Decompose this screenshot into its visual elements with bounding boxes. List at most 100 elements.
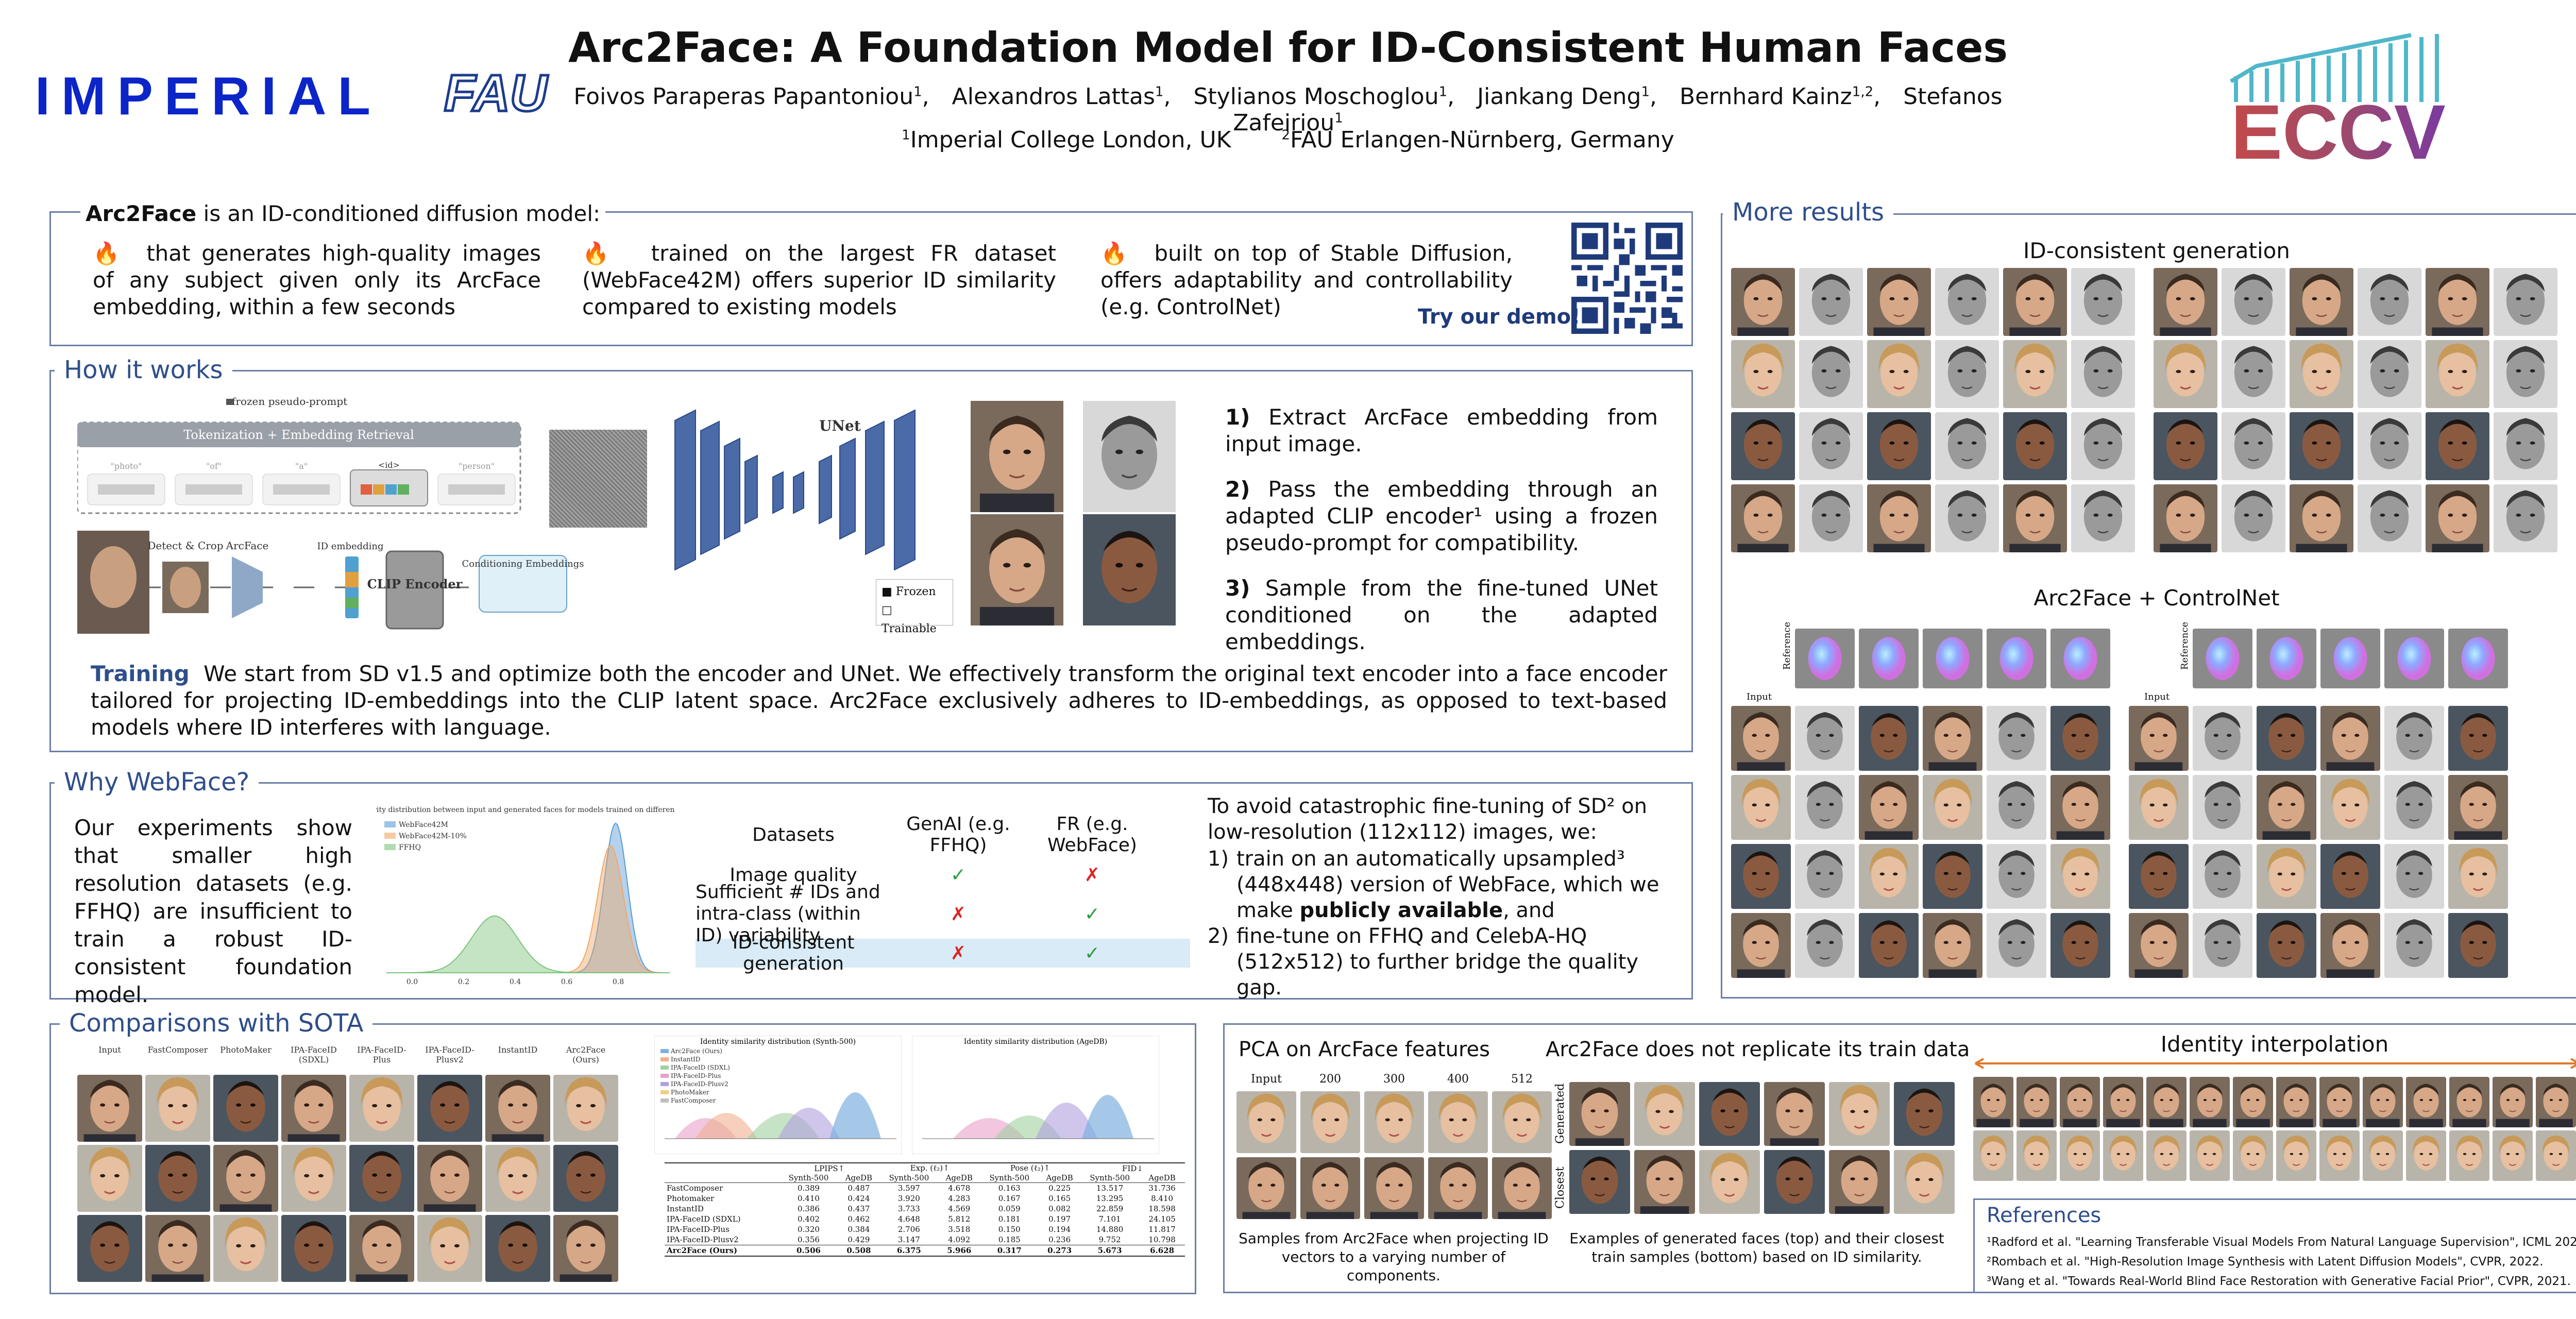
face-thumbnail — [1859, 706, 1919, 771]
face-thumbnail — [1859, 913, 1919, 978]
pipeline-diagram: frozen pseudo-prompt Tokenization + Embe… — [76, 392, 696, 639]
cross-icon: ✗ — [950, 903, 967, 925]
face-thumbnail — [1867, 340, 1931, 408]
table-cell: 4.283 — [948, 1194, 971, 1203]
interpolation-frame — [2406, 1077, 2446, 1127]
face-thumbnail — [1923, 706, 1982, 771]
face-thumbnail — [553, 1075, 618, 1142]
output-face — [962, 514, 1072, 625]
intro-point-2: 🔥 trained on the largest FR dataset (Web… — [582, 241, 1056, 319]
table-cell: 0.150 — [998, 1225, 1021, 1234]
sota-column-headers: Input FastComposer PhotoMaker IPA-FaceID (S… — [77, 1045, 634, 1076]
interpolation-face-grid — [1973, 1077, 2576, 1184]
table-cell: 0.163 — [998, 1183, 1021, 1193]
face-thumbnail — [2384, 913, 2444, 978]
face-thumbnail — [1935, 412, 1999, 480]
table-cell: 0.194 — [1048, 1225, 1071, 1234]
normal-map-thumbnail — [2193, 629, 2252, 688]
normal-map-thumbnail — [1859, 629, 1919, 688]
face-thumbnail — [349, 1145, 414, 1212]
interpolation-frame — [2103, 1130, 2143, 1181]
face-thumbnail — [1300, 1091, 1360, 1153]
face-thumbnail — [1799, 484, 1863, 552]
face-thumbnail — [485, 1075, 550, 1142]
table-cell: 3.147 — [897, 1235, 920, 1244]
interpolation-arrow — [1973, 1057, 2576, 1070]
metric-sub-header: Synth-500 — [889, 1173, 929, 1182]
sota-legend-item: InstantID — [660, 1055, 730, 1063]
replicate-row-generated: Generated — [1554, 1083, 1567, 1144]
face-thumbnail — [1492, 1091, 1552, 1153]
face-thumbnail — [1859, 775, 1919, 840]
face-thumbnail — [1731, 484, 1795, 552]
table-cell: InstantID — [667, 1204, 704, 1213]
reference-item: ³Wang et al. "Towards Real-World Blind F… — [1987, 1275, 2571, 1288]
face-thumbnail — [2320, 913, 2380, 978]
face-thumbnail — [2154, 340, 2217, 408]
face-thumbnail — [2384, 844, 2444, 909]
face-thumbnail — [417, 1075, 482, 1142]
face-thumbnail — [1300, 1157, 1360, 1219]
th-genai: GenAI (e.g. FFHQ) — [906, 814, 1010, 856]
face-thumbnail — [2222, 268, 2285, 336]
face-thumbnail — [1428, 1157, 1488, 1219]
table-cell: 24.105 — [1148, 1214, 1176, 1224]
table-cell: 10.798 — [1148, 1235, 1176, 1244]
face-thumbnail — [1894, 1150, 1955, 1214]
how-box — [49, 370, 1693, 752]
table-cell: 0.356 — [797, 1235, 820, 1244]
sota-column-label: IPA-FaceID-Plusv2 — [425, 1045, 474, 1064]
token-photo: "photo" — [111, 461, 142, 471]
face-thumbnail — [2448, 844, 2508, 909]
face-thumbnail — [2129, 844, 2189, 909]
sota-legend-item: FastComposer — [660, 1096, 730, 1105]
metric-sub-header: AgeDB — [1046, 1173, 1073, 1182]
face-thumbnail — [1829, 1150, 1890, 1214]
face-thumbnail — [2129, 775, 2189, 840]
face-thumbnail — [417, 1145, 482, 1212]
fire-icon: 🔥 — [93, 241, 124, 266]
plot-title: Identity similarity distribution (Synth-… — [700, 1038, 856, 1046]
table-row: IPA-FaceID-Plusv2 0.356 0.429 3.147 4.092 0.1… — [665, 1235, 1185, 1245]
table-cell: 0.185 — [998, 1235, 1021, 1244]
face-thumbnail — [1731, 913, 1791, 978]
reference-item: ¹Radford et al. "Learning Transferable V… — [1987, 1236, 2576, 1249]
normal-map-thumbnail — [2320, 629, 2380, 688]
table-cell: 0.197 — [1048, 1214, 1071, 1224]
id-embedding-label: ID embedding — [317, 541, 383, 552]
face-thumbnail — [349, 1075, 414, 1142]
face-thumbnail — [2193, 844, 2252, 909]
references-box — [1973, 1198, 2576, 1293]
interpolation-frame — [2536, 1130, 2576, 1181]
table-cell: 2.706 — [897, 1225, 920, 1234]
output-face — [962, 401, 1072, 512]
face-thumbnail — [1894, 1082, 1955, 1146]
interpolation-frame — [1973, 1130, 2013, 1181]
cross-icon: ✗ — [950, 942, 967, 964]
interpolation-frame — [2233, 1077, 2273, 1127]
sota-column-label: PhotoMaker — [220, 1045, 272, 1055]
table-cell: 0.165 — [1048, 1194, 1071, 1203]
table-cell: 14.880 — [1096, 1225, 1124, 1234]
face-thumbnail — [2358, 412, 2421, 480]
face-thumbnail — [2129, 706, 2189, 771]
interpolation-frame — [2493, 1077, 2533, 1127]
demo-link[interactable]: Try our demo! — [1418, 305, 1581, 329]
table-cell: IPA-FaceID-Plus — [667, 1225, 730, 1234]
face-thumbnail — [2358, 268, 2421, 336]
face-thumbnail — [1987, 775, 2046, 840]
interpolation-frame — [2276, 1077, 2316, 1127]
qr-code-icon[interactable] — [1571, 223, 1683, 334]
face-thumbnail — [1799, 412, 1863, 480]
token-a: "a" — [295, 461, 308, 471]
interpolation-frame — [2536, 1077, 2576, 1127]
interpolation-frame — [2016, 1130, 2057, 1181]
normal-map-thumbnail — [2384, 629, 2444, 688]
reference-label: Reference — [1782, 621, 1792, 670]
plot-title: Identity similarity distribution (AgeDB) — [964, 1038, 1107, 1046]
face-thumbnail — [2071, 340, 2135, 408]
metric-group-header: Exp. (ℓ₂)↑ — [910, 1163, 950, 1173]
face-thumbnail — [281, 1215, 346, 1282]
face-thumbnail — [2222, 412, 2285, 480]
face-thumbnail — [1867, 484, 1931, 552]
